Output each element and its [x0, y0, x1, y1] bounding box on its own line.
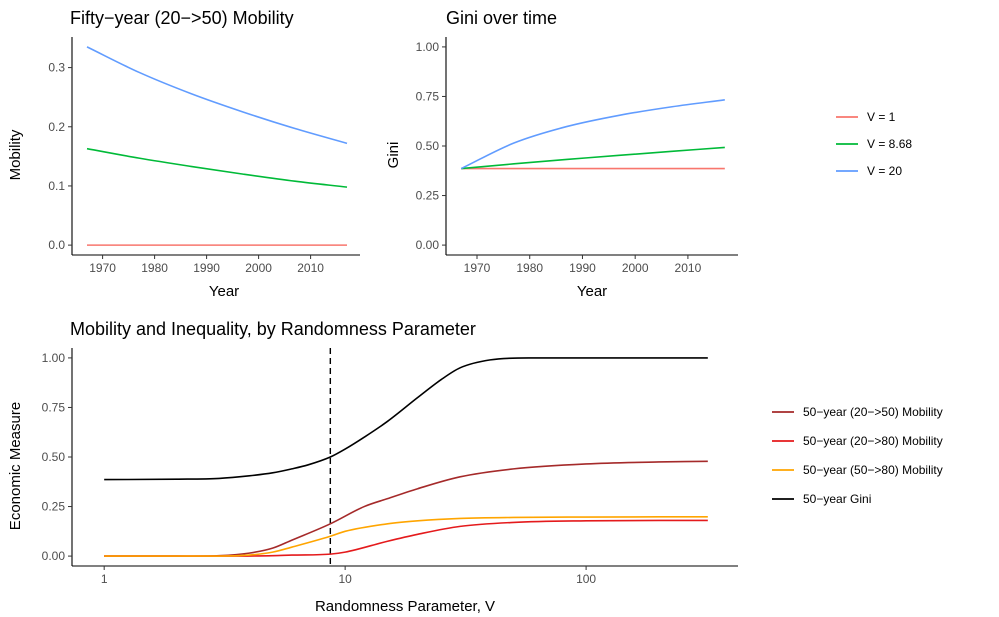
y-tick-label: 0.50	[416, 139, 440, 153]
legend-label: 50−year Gini	[803, 492, 871, 506]
series-line-2-3	[104, 357, 708, 481]
x-tick-label: 1	[101, 572, 108, 586]
series-line-2-2	[104, 516, 708, 557]
series-line-1-2	[460, 99, 725, 170]
panel-3-title: Mobility and Inequality, by Randomness P…	[70, 319, 476, 339]
panel-1-xlabel: Year	[209, 283, 239, 300]
legend-label: 50−year (50−>80) Mobility	[803, 463, 943, 477]
y-tick-label: 0.0	[48, 238, 65, 252]
x-tick-label: 2010	[297, 261, 324, 275]
legend-label: V = 1	[867, 110, 896, 124]
y-tick-label: 0.75	[42, 400, 66, 414]
panel-1-plot: 0.0 0.1 0.2 0.3 1970 1980 1990 2000 2010	[48, 37, 360, 275]
y-tick-label: 1.00	[42, 351, 66, 365]
y-tick-label: 0.3	[48, 61, 65, 75]
legend-label: V = 20	[867, 164, 902, 178]
y-tick-label: 0.75	[416, 89, 440, 103]
y-tick-label: 0.50	[42, 450, 66, 464]
panel-mobility-over-time: Fifty−year (20−>50) Mobility Year Mobili…	[7, 8, 360, 300]
legend-label: 50−year (20−>80) Mobility	[803, 434, 943, 448]
panel-3-plot: 0.00 0.25 0.50 0.75 1.00 1 10 100	[42, 348, 738, 586]
x-tick-label: 1980	[141, 261, 168, 275]
panel-2-xlabel: Year	[577, 283, 607, 300]
series-line-0-2	[86, 46, 348, 145]
y-tick-label: 0.1	[48, 179, 65, 193]
y-tick-label: 1.00	[416, 40, 440, 54]
x-tick-label: 10	[338, 572, 352, 586]
panel-3-ylabel: Economic Measure	[7, 402, 24, 530]
legend-top: V = 1 V = 8.68 V = 20	[836, 110, 912, 178]
x-tick-label: 2000	[622, 261, 649, 275]
legend-label: 50−year (20−>50) Mobility	[803, 405, 943, 419]
panel-1-ylabel: Mobility	[7, 129, 24, 180]
x-tick-label: 2010	[675, 261, 702, 275]
y-tick-label: 0.2	[48, 120, 65, 134]
series-line-0-1	[86, 147, 348, 188]
panel-mobility-inequality: Mobility and Inequality, by Randomness P…	[7, 319, 738, 615]
series-line-2-1	[104, 519, 708, 557]
panel-1-title: Fifty−year (20−>50) Mobility	[70, 8, 294, 28]
panel-2-plot: 0.00 0.25 0.50 0.75 1.00 1970 1980 1990 2000 2010	[416, 37, 738, 275]
panel-gini-over-time: Gini over time Year Gini 0.00 0.25 0.50 0.7…	[385, 8, 738, 300]
x-tick-label: 100	[576, 572, 596, 586]
y-tick-label: 0.25	[416, 189, 440, 203]
y-tick-label: 0.25	[42, 500, 66, 514]
series-line-1-1	[461, 146, 725, 170]
x-tick-label: 1970	[464, 261, 491, 275]
panel-3-xlabel: Randomness Parameter, V	[315, 598, 495, 615]
panel-2-ylabel: Gini	[385, 142, 402, 169]
x-tick-label: 1980	[516, 261, 543, 275]
y-tick-label: 0.00	[416, 238, 440, 252]
x-tick-label: 1970	[89, 261, 116, 275]
x-tick-label: 1990	[569, 261, 596, 275]
panel-2-title: Gini over time	[446, 8, 557, 28]
legend-bottom: 50−year (20−>50) Mobility 50−year (20−>80…	[772, 405, 943, 506]
legend-label: V = 8.68	[867, 137, 912, 151]
series-line-2-0	[104, 460, 708, 557]
x-tick-label: 1990	[193, 261, 220, 275]
y-tick-label: 0.00	[42, 549, 66, 563]
x-tick-label: 2000	[245, 261, 272, 275]
